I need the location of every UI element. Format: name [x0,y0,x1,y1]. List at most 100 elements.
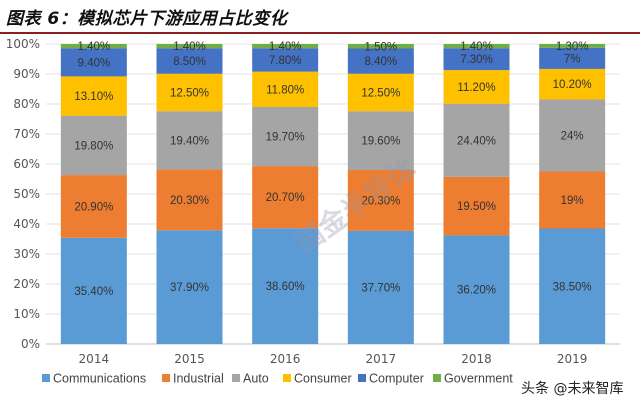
data-label: 19.70% [266,132,305,144]
data-label: 19.40% [170,135,209,147]
data-label: 11.80% [266,84,304,96]
data-label: 7% [564,53,581,65]
data-label: 20.30% [170,195,209,207]
bar-segment [252,107,319,167]
bar-segment [539,44,606,48]
legend-swatch [433,374,441,382]
y-tick-label: 20% [13,277,40,291]
data-label: 12.50% [170,87,209,99]
x-tick-label: 2016 [270,352,301,366]
legend-label: Consumer [294,372,352,386]
legend-label: Industrial [173,372,224,386]
legend-swatch [283,374,291,382]
data-label: 20.30% [361,195,400,207]
y-tick-label: 10% [13,307,40,321]
data-label: 1.40% [78,41,111,53]
bar-segment [60,175,127,238]
x-tick-label: 2017 [366,352,397,366]
bar-segment [539,228,606,344]
bar-segment [60,76,127,116]
data-label: 12.50% [361,87,400,99]
bar-segment [443,48,510,71]
bar-segment [156,230,223,344]
data-label: 1.50% [365,41,398,53]
bar-segment [156,169,223,231]
data-label: 7.30% [460,54,493,66]
data-label: 8.40% [365,56,398,68]
source-credit: 头条 @未来智库 [518,378,627,398]
y-tick-label: 100% [6,37,40,51]
data-label: 8.50% [173,56,206,68]
bar-segment [443,70,510,104]
data-label: 38.50% [553,281,592,293]
x-tick-label: 2014 [79,352,110,366]
data-label: 20.90% [74,201,113,213]
data-label: 13.10% [74,91,113,103]
bar-segment [252,166,319,229]
bar-segment [443,103,510,177]
x-tick-label: 2019 [557,352,588,366]
bar-segment [60,115,127,176]
data-label: 19% [561,195,584,207]
data-label: 1.40% [269,41,302,53]
data-label: 10.20% [553,79,592,91]
bar-segment [347,73,414,112]
legend-label: Auto [243,372,269,386]
bar-segment [156,48,223,74]
bar-segment [252,228,319,344]
bar-segment [347,170,414,231]
y-tick-label: 30% [13,247,40,261]
bar-segment [156,44,223,49]
data-label: 1.40% [460,41,493,53]
data-label: 19.80% [74,140,113,152]
data-label: 1.40% [173,41,206,53]
data-label: 37.90% [170,282,209,294]
y-tick-label: 80% [13,97,40,111]
y-tick-label: 50% [13,187,40,201]
legend-swatch [232,374,240,382]
bar-segment [347,230,414,344]
data-label: 35.40% [74,286,113,298]
bar-segment [347,111,414,170]
bar-segment [443,235,510,344]
x-tick-label: 2018 [461,352,492,366]
data-label: 24% [561,131,584,143]
data-label: 24.40% [457,135,496,147]
bar-segment [347,48,414,74]
bar-segment [60,237,127,344]
y-tick-label: 90% [13,67,40,81]
bar-segment [443,44,510,49]
bar-segment [156,111,223,170]
y-tick-label: 40% [13,217,40,231]
y-tick-label: 70% [13,127,40,141]
legend-swatch [358,374,366,382]
bar-segment [539,47,606,69]
bar-segment [539,99,606,172]
stacked-bar-chart: 0% 10% 20% 30% 40% 50% 60% 70% 80% 90% 100% 35.40% 2… [6,37,620,386]
bar-segment [252,48,319,72]
bar-segment [60,48,127,77]
data-label: 7.80% [269,55,302,67]
legend-swatch [42,374,50,382]
y-tick-label: 0% [21,337,40,351]
data-label: 11.20% [457,82,495,94]
data-label: 37.70% [361,282,400,294]
legend-swatch [162,374,170,382]
data-label: 1.30% [556,41,589,53]
bar-segment [252,71,319,107]
bar-segment [539,68,606,100]
bar-segment [252,44,319,49]
legend-label: Government [444,372,513,386]
x-tick-label: 2015 [174,352,205,366]
chart-title: 图表 6：模拟芯片下游应用占比变化 [6,8,288,29]
data-label: 19.50% [457,201,496,213]
data-label: 19.60% [361,136,400,148]
title-bar: 图表 6：模拟芯片下游应用占比变化 [0,0,640,34]
bar-segment [539,171,606,229]
bar-segment [347,44,414,49]
bar-segment [156,73,223,112]
chart-area: 0% 10% 20% 30% 40% 50% 60% 70% 80% 90% 100% 35.40% 2… [0,34,640,405]
y-tick-label: 60% [13,157,40,171]
legend-label: Computer [369,372,424,386]
data-label: 20.70% [266,192,305,204]
